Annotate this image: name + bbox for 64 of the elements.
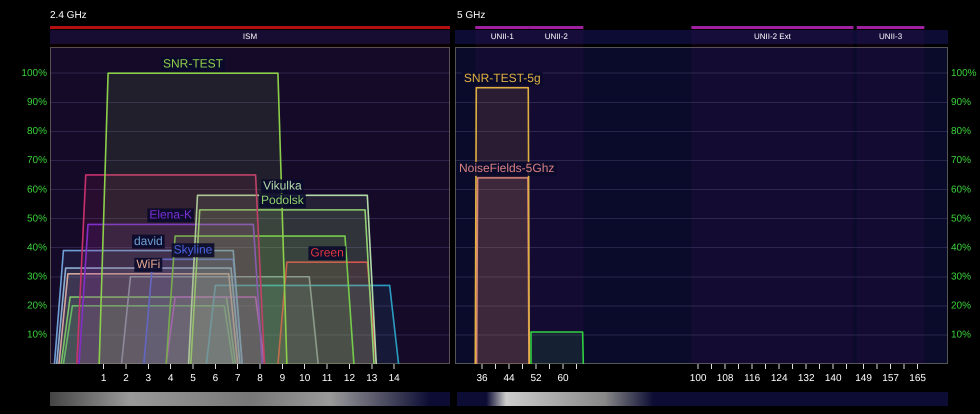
band-label: UNII-1 [490,32,514,42]
y2-tick-label: 50% [951,213,972,224]
chart-title: 2.4 GHz [50,10,87,23]
y-tick-label: 60% [26,184,48,196]
x-tick-label: 36 [476,372,488,384]
y-tick-label: 100% [21,68,48,79]
series-label: Elena-K [149,208,192,222]
x-tick-label: 140 [824,372,842,384]
chart-title: 5 GHz [457,10,486,23]
y-tick-label: 90% [26,97,48,108]
x-tick-label: 165 [909,372,926,384]
x-tick-label: 7 [234,372,241,384]
series-label: Green [310,246,344,260]
x-tick-label: 11 [322,372,333,384]
y-tick-label: 20% [26,300,48,312]
y2-tick-label: 90% [951,97,972,108]
band-label: UNII-3 [879,32,903,42]
series-label: WiFi [136,257,160,272]
x-tick-label: 157 [882,372,900,384]
y2-tick-label: 100% [951,68,977,79]
x-tick-label: 8 [257,372,264,384]
x-tick-label: 13 [366,372,378,384]
y-tick-label: 40% [26,242,48,254]
x-tick-label: 108 [716,372,734,384]
x-tick-label: 4 [168,372,174,384]
y-tick-label: 10% [26,330,48,341]
y-tick-label: 30% [26,272,48,282]
series-label: SNR-TEST-5g [464,71,541,86]
x-tick-label: 3 [146,372,152,384]
x-tick-label: 5 [190,372,196,384]
x-tick-label: 1 [100,372,107,384]
series-label: Skyline [174,242,213,257]
band-label: ISM [242,32,258,42]
x-tick-label: 100 [690,372,707,384]
y2-tick-label: 20% [951,300,972,312]
band-label: UNII-2 [544,32,568,42]
y-tick-label: 80% [26,126,48,138]
series-label: Podolsk [261,193,305,208]
x-tick-label: 132 [798,372,815,384]
y2-tick-label: 30% [951,272,972,282]
series-label: Vikulka [263,178,302,193]
y2-tick-label: 70% [951,155,972,166]
y-tick-label: 70% [26,155,48,166]
x-tick-label: 44 [503,372,516,384]
y2-tick-label: 10% [951,330,972,341]
x-tick-label: 60 [557,372,570,384]
x-tick-label: 9 [280,372,286,384]
series-label: SNR-TEST [163,56,224,70]
x-tick-label: 14 [388,372,400,384]
x-tick-label: 124 [770,372,788,384]
series-label: NoiseFields-5Ghz [458,161,554,176]
y-tick-label: 50% [26,213,48,224]
band-label: UNII-2 Ext [754,32,792,42]
x-tick-label: 2 [123,372,130,384]
x-tick-label: 149 [855,372,872,384]
x-tick-label: 10 [299,372,311,384]
y2-tick-label: 80% [951,126,972,138]
y2-tick-label: 60% [951,184,972,196]
x-tick-label: 116 [744,372,761,384]
x-tick-label: 6 [212,372,219,384]
x-tick-label: 52 [530,372,542,384]
series-label: david [134,234,163,248]
y2-tick-label: 40% [951,242,972,254]
x-tick-label: 12 [344,372,356,384]
